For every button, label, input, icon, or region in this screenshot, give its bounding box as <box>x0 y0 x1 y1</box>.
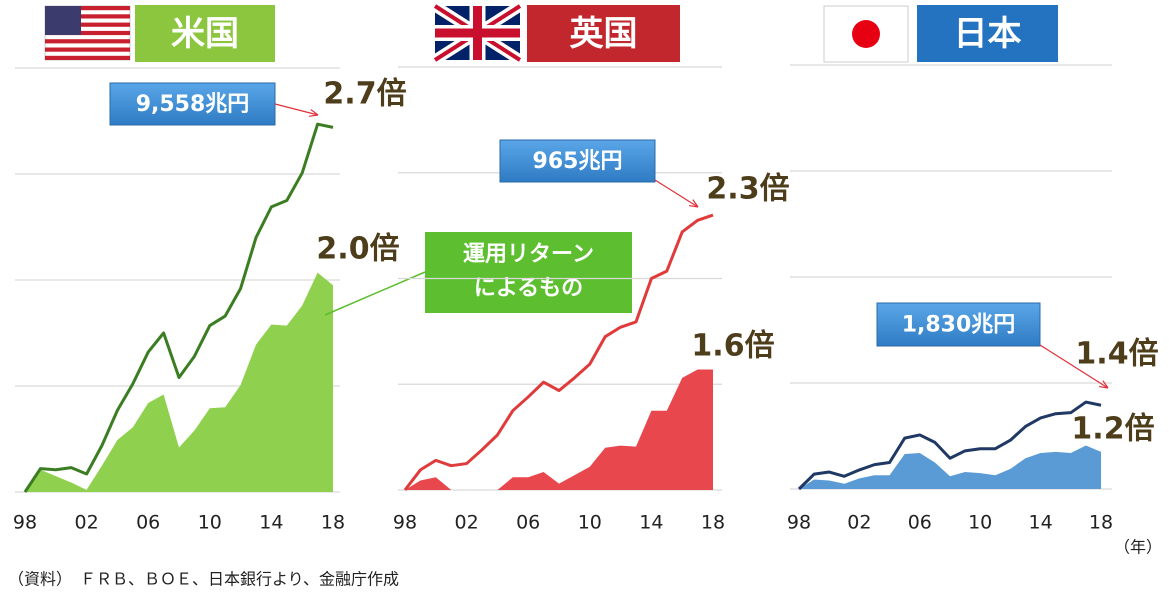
x-tick-label: 02 <box>455 512 479 534</box>
return-ratio: 2.0倍 <box>316 232 399 267</box>
area <box>25 272 333 492</box>
chart-title: 日本 <box>954 14 1022 54</box>
x-tick-label: 14 <box>639 512 663 534</box>
uk-flag <box>432 1 523 65</box>
total-ratio: 2.3倍 <box>706 172 789 207</box>
return-ratio: 1.2倍 <box>1071 412 1154 447</box>
area <box>405 369 713 490</box>
us-flag <box>44 5 131 61</box>
total-label-box <box>109 82 276 126</box>
x-tick-label: 18 <box>1089 512 1113 534</box>
x-tick-label: 06 <box>516 512 540 534</box>
x-tick-label: 10 <box>198 512 222 534</box>
return-ratio: 1.6倍 <box>691 329 774 364</box>
callout-text: によるもの <box>474 276 583 301</box>
x-tick-label: 98 <box>13 512 37 534</box>
x-tick-label: 06 <box>908 512 932 534</box>
line <box>797 400 1102 491</box>
x-tick-label: 98 <box>393 512 417 534</box>
x-tick-label: 02 <box>75 512 99 534</box>
total-label: 965兆円 <box>533 149 623 174</box>
area <box>799 445 1101 489</box>
arrow <box>654 179 699 208</box>
callout-line <box>324 271 426 316</box>
total-ratio: 1.4倍 <box>1075 337 1158 372</box>
x-tick-label: 10 <box>578 512 602 534</box>
chart-title: 英国 <box>570 14 638 54</box>
total-ratio: 2.7倍 <box>323 77 406 112</box>
x-tick-label: 98 <box>787 512 811 534</box>
chart-title: 米国 <box>171 14 239 54</box>
total-label-box <box>499 139 656 183</box>
arrow-head <box>689 199 699 208</box>
total-label: 1,830兆円 <box>902 313 1016 338</box>
line <box>23 122 334 493</box>
x-tick-label: 14 <box>259 512 283 534</box>
callout-box <box>425 232 632 313</box>
callout-text: 運用リターン <box>463 242 594 267</box>
x-tick-label: 18 <box>701 512 725 534</box>
total-label: 9,558兆円 <box>136 92 250 117</box>
arrow <box>274 103 319 116</box>
japan-flag <box>823 5 909 63</box>
x-tick-label: 18 <box>321 512 345 534</box>
x-tick-label: 14 <box>1029 512 1053 534</box>
title-box <box>917 5 1058 62</box>
total-label-box <box>876 302 1041 347</box>
title-box <box>135 5 275 62</box>
arrow-head <box>309 109 319 117</box>
arrow-head <box>1099 380 1109 389</box>
x-tick-label: 06 <box>136 512 160 534</box>
x-tick-label: 02 <box>847 512 871 534</box>
arrow <box>1039 344 1109 389</box>
source-note: （資料） ＦＲＢ、ＢＯＥ、日本銀行より、金融庁作成 <box>8 570 399 589</box>
x-tick-label: 10 <box>968 512 992 534</box>
title-box <box>527 5 680 62</box>
line <box>403 213 714 491</box>
x-axis-label: （年） <box>1114 538 1162 557</box>
